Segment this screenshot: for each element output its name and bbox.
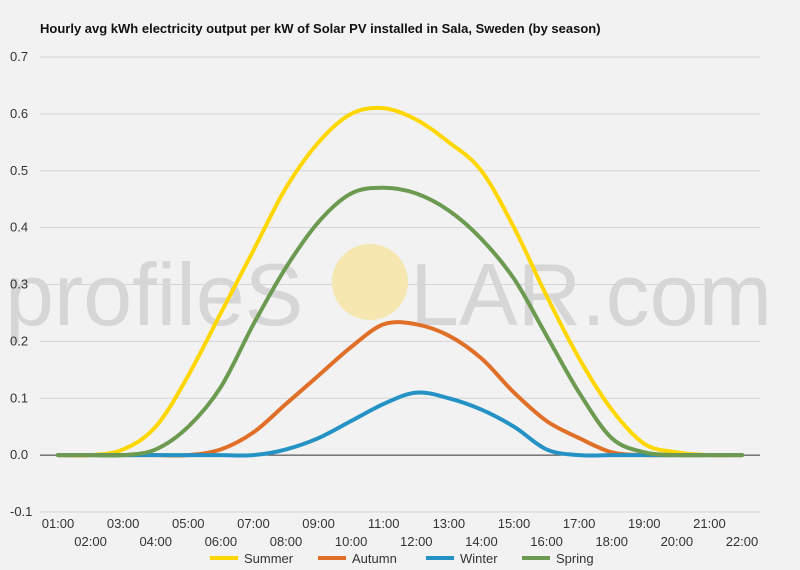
x-tick-label: 19:00 (628, 516, 661, 531)
x-tick-label: 07:00 (237, 516, 270, 531)
watermark-text-right: LAR.com (410, 245, 772, 344)
series-line-winter (56, 390, 744, 458)
x-tick-label: 08:00 (270, 534, 303, 549)
legend-label: Winter (460, 551, 498, 566)
legend-label: Autumn (352, 551, 397, 566)
y-tick-label: 0.4 (10, 220, 28, 235)
y-tick-label: 0.1 (10, 390, 28, 405)
series-lines (56, 105, 744, 458)
x-tick-label: 20:00 (661, 534, 694, 549)
watermark: profileS LAR.com (5, 244, 772, 344)
y-tick-label: 0.5 (10, 163, 28, 178)
x-tick-label: 04:00 (139, 534, 172, 549)
x-tick-label: 14:00 (465, 534, 498, 549)
x-tick-label: 22:00 (726, 534, 759, 549)
x-tick-label: 11:00 (368, 516, 400, 531)
legend: Summer Autumn Winter Spring (210, 551, 594, 566)
watermark-text-left: profileS (5, 245, 303, 344)
x-tick-label: 02:00 (74, 534, 107, 549)
x-tick-label: 09:00 (302, 516, 335, 531)
series-line-spring (56, 185, 744, 458)
y-tick-label: 0.0 (10, 447, 28, 462)
chart-title: Hourly avg kWh electricity output per kW… (40, 21, 601, 36)
y-axis: -0.1 0.0 0.1 0.2 0.3 0.4 0.5 0.6 0.7 (10, 49, 32, 519)
series-line-summer (56, 105, 744, 458)
watermark-sun-icon (332, 244, 408, 320)
x-tick-label: 10:00 (335, 534, 368, 549)
x-tick-label: 13:00 (433, 516, 466, 531)
y-tick-label: 0.7 (10, 49, 28, 64)
x-tick-label: 21:00 (693, 516, 726, 531)
y-tick-label: 0.3 (10, 277, 28, 292)
x-tick-label: 01:00 (42, 516, 75, 531)
y-tick-label: -0.1 (10, 504, 32, 519)
legend-label: Summer (244, 551, 294, 566)
y-tick-label: 0.6 (10, 106, 28, 121)
x-tick-label: 03:00 (107, 516, 140, 531)
x-tick-label: 12:00 (400, 534, 433, 549)
x-tick-label: 15:00 (498, 516, 531, 531)
legend-label: Spring (556, 551, 594, 566)
y-tick-label: 0.2 (10, 333, 28, 348)
x-tick-label: 18:00 (595, 534, 628, 549)
x-tick-label: 17:00 (563, 516, 596, 531)
x-tick-label: 06:00 (205, 534, 238, 549)
x-tick-label: 16:00 (530, 534, 563, 549)
x-tick-label: 05:00 (172, 516, 205, 531)
